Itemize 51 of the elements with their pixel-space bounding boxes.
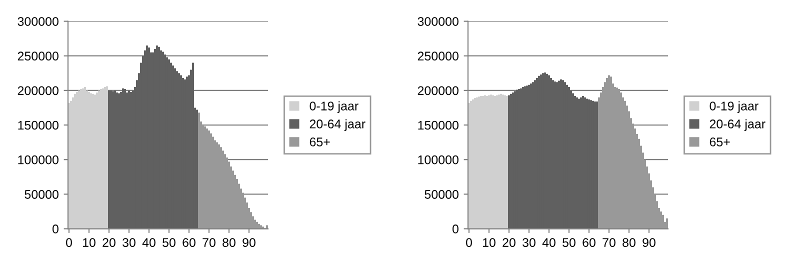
y-tick-label: 50000 xyxy=(424,190,458,199)
legend-label: 20-64 jaar xyxy=(310,119,366,131)
y-tick-label: 300000 xyxy=(418,17,458,26)
legend-label: 0-19 jaar xyxy=(310,101,358,113)
y-tick-label: 100000 xyxy=(418,155,458,164)
legend-label: 65+ xyxy=(310,138,330,146)
bar xyxy=(662,214,664,229)
legend-label: 0-19 jaar xyxy=(710,101,758,113)
x-tick-label: 0 xyxy=(66,238,72,247)
legend-label: 65+ xyxy=(710,138,730,146)
y-tick-label: 0 xyxy=(452,224,458,234)
x-tick-label: 60 xyxy=(182,238,196,247)
x-tick-label: 10 xyxy=(83,238,96,247)
x-tick-label: 30 xyxy=(522,238,536,247)
legend-label: 20-64 jaar xyxy=(710,119,766,131)
bar xyxy=(250,212,252,229)
x-tick-label: 50 xyxy=(562,238,576,247)
x-tick-label: 40 xyxy=(142,238,156,247)
y-tick-label: 200000 xyxy=(418,86,458,96)
bar xyxy=(196,110,198,229)
x-tick-label: 80 xyxy=(222,238,236,247)
bar xyxy=(108,90,110,229)
y-tick-label: 100000 xyxy=(18,155,58,164)
x-tick-label: 50 xyxy=(162,238,176,247)
y-tick-label: 250000 xyxy=(18,52,58,61)
y-tick-label: 150000 xyxy=(418,120,458,130)
y-tick-label: 0 xyxy=(52,224,58,234)
bar xyxy=(660,211,662,229)
bar xyxy=(252,216,254,229)
x-tick-label: 10 xyxy=(483,238,496,247)
bar xyxy=(666,218,668,229)
bar xyxy=(192,62,194,229)
x-tick-label: 70 xyxy=(202,238,216,247)
x-tick-label: 20 xyxy=(102,238,116,247)
x-tick-label: 80 xyxy=(622,238,636,247)
y-tick-label: 150000 xyxy=(18,120,58,130)
bar xyxy=(106,86,108,229)
y-tick-label: 50000 xyxy=(24,190,58,199)
x-tick-label: 60 xyxy=(582,238,596,247)
bar xyxy=(198,112,200,229)
x-tick-label: 20 xyxy=(502,238,516,247)
x-tick-label: 40 xyxy=(542,238,556,247)
x-tick-label: 90 xyxy=(242,238,256,247)
x-tick-label: 30 xyxy=(122,238,136,247)
x-tick-label: 70 xyxy=(602,238,616,247)
y-tick-label: 200000 xyxy=(18,86,58,96)
y-tick-label: 250000 xyxy=(418,52,458,61)
y-tick-label: 300000 xyxy=(18,17,58,26)
x-tick-label: 90 xyxy=(642,238,656,247)
bar xyxy=(596,102,598,229)
x-tick-label: 0 xyxy=(466,238,472,247)
